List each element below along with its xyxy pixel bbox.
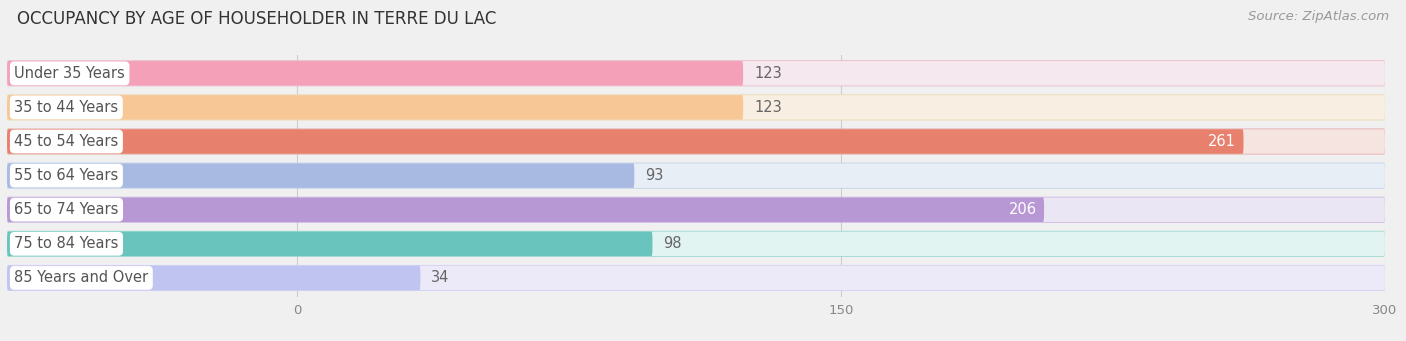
Text: 35 to 44 Years: 35 to 44 Years bbox=[14, 100, 118, 115]
Text: 34: 34 bbox=[432, 270, 450, 285]
FancyBboxPatch shape bbox=[7, 197, 1045, 222]
FancyBboxPatch shape bbox=[7, 95, 744, 120]
FancyBboxPatch shape bbox=[7, 95, 1385, 120]
Text: 123: 123 bbox=[754, 100, 782, 115]
Text: 98: 98 bbox=[664, 236, 682, 251]
FancyBboxPatch shape bbox=[7, 61, 744, 86]
FancyBboxPatch shape bbox=[7, 94, 1385, 120]
Text: 93: 93 bbox=[645, 168, 664, 183]
FancyBboxPatch shape bbox=[7, 129, 1243, 154]
Text: 75 to 84 Years: 75 to 84 Years bbox=[14, 236, 118, 251]
Text: 55 to 64 Years: 55 to 64 Years bbox=[14, 168, 118, 183]
FancyBboxPatch shape bbox=[7, 129, 1385, 154]
Text: 261: 261 bbox=[1208, 134, 1236, 149]
Text: Under 35 Years: Under 35 Years bbox=[14, 66, 125, 81]
Text: Source: ZipAtlas.com: Source: ZipAtlas.com bbox=[1249, 10, 1389, 23]
FancyBboxPatch shape bbox=[7, 197, 1385, 222]
FancyBboxPatch shape bbox=[7, 163, 1385, 188]
Text: 123: 123 bbox=[754, 66, 782, 81]
FancyBboxPatch shape bbox=[7, 265, 1385, 291]
FancyBboxPatch shape bbox=[7, 232, 652, 256]
Text: OCCUPANCY BY AGE OF HOUSEHOLDER IN TERRE DU LAC: OCCUPANCY BY AGE OF HOUSEHOLDER IN TERRE… bbox=[17, 10, 496, 28]
FancyBboxPatch shape bbox=[7, 266, 1385, 290]
Text: 85 Years and Over: 85 Years and Over bbox=[14, 270, 149, 285]
FancyBboxPatch shape bbox=[7, 266, 420, 290]
FancyBboxPatch shape bbox=[7, 163, 1385, 189]
FancyBboxPatch shape bbox=[7, 197, 1385, 223]
FancyBboxPatch shape bbox=[7, 163, 634, 188]
Text: 45 to 54 Years: 45 to 54 Years bbox=[14, 134, 118, 149]
FancyBboxPatch shape bbox=[7, 61, 1385, 86]
Text: 206: 206 bbox=[1010, 202, 1036, 217]
FancyBboxPatch shape bbox=[7, 60, 1385, 86]
FancyBboxPatch shape bbox=[7, 231, 1385, 257]
FancyBboxPatch shape bbox=[7, 129, 1385, 154]
FancyBboxPatch shape bbox=[7, 232, 1385, 256]
Text: 65 to 74 Years: 65 to 74 Years bbox=[14, 202, 118, 217]
